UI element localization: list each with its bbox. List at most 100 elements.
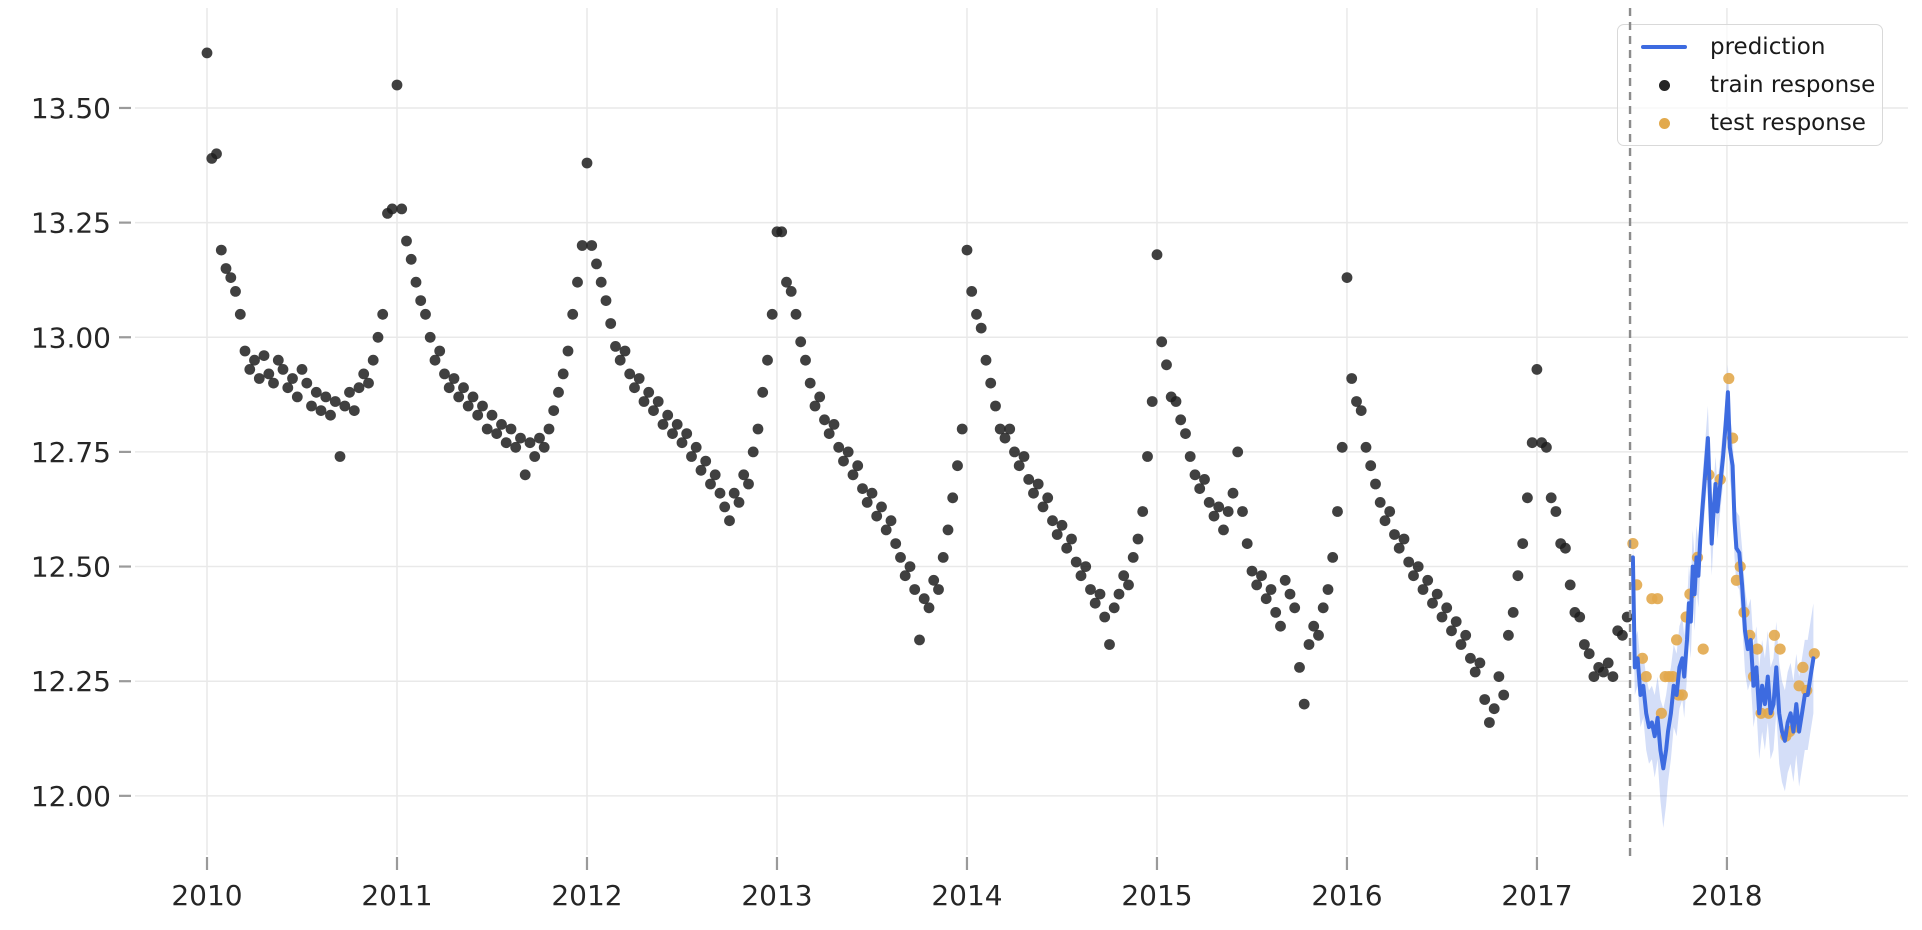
train-point (1384, 506, 1396, 517)
train-point (1189, 469, 1201, 481)
train-point (353, 382, 365, 394)
train-point (757, 386, 769, 398)
legend-label-prediction: prediction (1710, 34, 1826, 60)
train-point (885, 515, 897, 527)
train-point (1322, 584, 1334, 595)
train-point (1389, 529, 1400, 540)
train-point (1512, 570, 1524, 582)
train-point (1232, 446, 1244, 458)
train-point (1308, 620, 1320, 632)
train-point (1203, 497, 1215, 508)
train-point (315, 405, 327, 416)
train-point (1170, 396, 1182, 407)
train-point (1607, 671, 1619, 682)
train-point (1241, 538, 1253, 549)
x-tick-label: 2018 (1691, 879, 1762, 912)
train-point (804, 377, 816, 389)
train-point (348, 405, 360, 416)
train-point (1113, 588, 1125, 600)
train-point (857, 483, 868, 494)
train-point (1070, 556, 1082, 568)
legend-label-test-response: test response (1710, 110, 1866, 136)
train-point (1237, 506, 1248, 517)
legend-item-prediction: prediction (1618, 29, 1882, 65)
test-point (1652, 593, 1664, 605)
train-point (1598, 666, 1609, 678)
train-point (1602, 657, 1614, 669)
train-point (277, 364, 289, 375)
train-point (301, 377, 313, 389)
train-point (1270, 607, 1282, 618)
train-point (211, 148, 222, 160)
train-point (1327, 552, 1339, 563)
test-point (1640, 671, 1652, 683)
train-point (1441, 602, 1453, 614)
train-point (1498, 689, 1510, 701)
train-point (538, 441, 550, 453)
train-point (1474, 657, 1486, 669)
test-dot-icon (1658, 117, 1670, 129)
y-tick-label: 12.50 (31, 551, 111, 584)
train-point (1460, 629, 1472, 641)
train-point (1398, 533, 1410, 545)
x-tick-label: 2017 (1501, 879, 1572, 912)
train-point (234, 308, 246, 320)
train-point (899, 570, 911, 582)
x-tick-label: 2011 (361, 879, 432, 912)
train-point (1479, 694, 1491, 705)
train-point (572, 276, 583, 288)
x-axis-tick-labels: 2010 2011 2012 2013 2014 2015 2016 2017 2018 (171, 879, 1762, 912)
y-tick-label: 13.25 (31, 207, 111, 240)
train-point (600, 295, 612, 306)
train-point (1184, 451, 1196, 462)
train-point (567, 308, 579, 320)
train-point (1275, 620, 1286, 632)
train-point (1018, 451, 1030, 462)
train-point (1379, 515, 1391, 527)
train-point (524, 437, 536, 449)
train-point (215, 244, 227, 256)
train-point (1194, 483, 1206, 494)
train-point (443, 382, 455, 394)
train-point (918, 593, 930, 605)
train-point (1360, 441, 1372, 453)
train-point (909, 584, 921, 595)
test-point (1667, 671, 1679, 683)
train-point (320, 391, 332, 403)
train-point (819, 414, 830, 426)
train-point (434, 345, 446, 357)
train-point (1161, 359, 1172, 371)
train-point (928, 574, 940, 586)
train-point (648, 405, 659, 416)
train-point (415, 295, 427, 306)
test-point (1676, 689, 1688, 701)
legend-item-train-response: train response (1618, 67, 1882, 103)
train-point (1517, 538, 1529, 549)
train-point (1346, 373, 1358, 384)
train-point (1488, 703, 1500, 715)
train-point (1469, 666, 1481, 678)
train-point (1180, 428, 1191, 439)
legend-item-test-response: test response (1618, 105, 1882, 141)
train-point (1227, 487, 1239, 499)
train-point (586, 240, 598, 251)
train-point (477, 400, 488, 412)
x-tick-label: 2010 (171, 879, 242, 912)
train-point (377, 308, 389, 320)
train-point (1066, 533, 1077, 545)
train-point (671, 419, 683, 430)
train-point (952, 460, 963, 472)
train-point (833, 441, 845, 453)
train-point (1408, 570, 1419, 582)
train-point (467, 391, 479, 403)
train-point (766, 308, 778, 320)
train-point (1289, 602, 1301, 614)
test-point (1723, 372, 1735, 385)
train-point (686, 451, 697, 462)
train-point (733, 497, 745, 508)
train-point (629, 382, 640, 394)
train-dot-swatch (1632, 79, 1696, 91)
train-point (657, 419, 669, 430)
train-point (790, 308, 802, 320)
train-point (496, 419, 507, 430)
